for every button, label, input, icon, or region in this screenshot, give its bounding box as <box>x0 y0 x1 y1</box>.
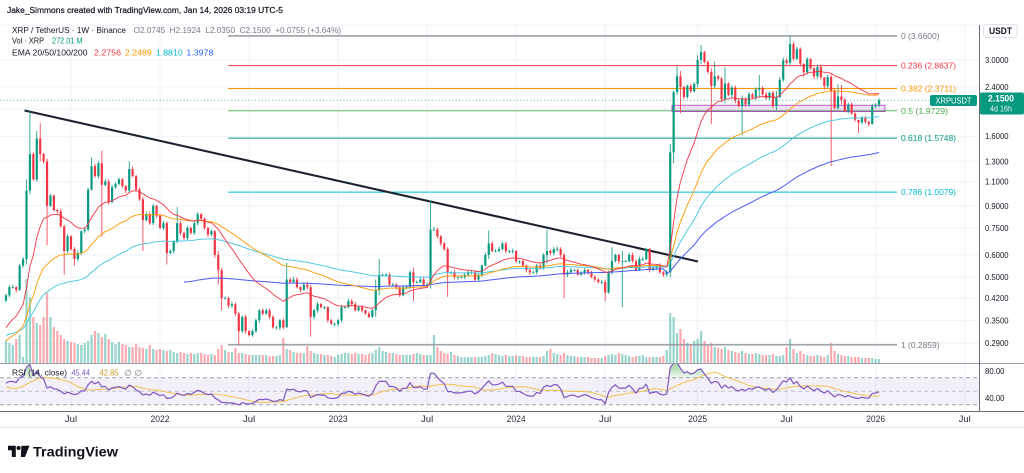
svg-text:TradingView: TradingView <box>33 444 118 460</box>
svg-text:45.44: 45.44 <box>72 369 91 378</box>
svg-text:3.0000: 3.0000 <box>985 55 1009 65</box>
svg-text:272.01 M: 272.01 M <box>52 37 83 46</box>
svg-text:Jul: Jul <box>421 414 433 424</box>
svg-text:USDT: USDT <box>989 26 1012 36</box>
svg-text:0.9000: 0.9000 <box>985 201 1009 211</box>
svg-text:Jul: Jul <box>243 414 255 424</box>
svg-text:2023: 2023 <box>329 414 348 424</box>
svg-text:1.6000: 1.6000 <box>985 131 1009 141</box>
svg-text:0 (3.6600): 0 (3.6600) <box>901 31 940 41</box>
svg-text:1.3000: 1.3000 <box>985 156 1009 166</box>
svg-text:0.4200: 0.4200 <box>985 293 1009 303</box>
svg-text:2022: 2022 <box>151 414 170 424</box>
svg-text:EMA 20/50/100/200: EMA 20/50/100/200 <box>12 48 88 57</box>
svg-text:0.382 (2.3711): 0.382 (2.3711) <box>901 83 956 93</box>
svg-text:1.1000: 1.1000 <box>985 177 1009 187</box>
svg-text:0.6000: 0.6000 <box>985 250 1009 260</box>
svg-text:0.786 (1.0079): 0.786 (1.0079) <box>901 187 956 197</box>
svg-text:2026: 2026 <box>866 414 885 424</box>
svg-text:Jul: Jul <box>781 414 793 424</box>
svg-text:0.5 (1.9729): 0.5 (1.9729) <box>901 106 948 116</box>
svg-text:2025: 2025 <box>688 414 707 424</box>
svg-text:2.2756: 2.2756 <box>94 48 121 57</box>
svg-text:0.2900: 0.2900 <box>985 338 1009 348</box>
svg-text:Jul: Jul <box>599 414 611 424</box>
svg-text:0.7500: 0.7500 <box>985 223 1009 233</box>
svg-text:RSI (14, close): RSI (14, close) <box>12 369 67 378</box>
svg-text:Jul: Jul <box>65 414 77 424</box>
svg-text:0.5000: 0.5000 <box>985 272 1009 282</box>
svg-text:1.8810: 1.8810 <box>156 48 184 57</box>
svg-text:0.618 (1.5748): 0.618 (1.5748) <box>901 133 956 143</box>
svg-text:2.4000: 2.4000 <box>985 82 1009 92</box>
svg-text:2.2489: 2.2489 <box>125 48 152 57</box>
svg-text:Jake_Simmons created with Trad: Jake_Simmons created with TradingView.co… <box>7 5 283 15</box>
svg-text:XRPUSDT: XRPUSDT <box>936 96 972 105</box>
svg-text:40.00: 40.00 <box>985 393 1005 403</box>
svg-text:4d 16h: 4d 16h <box>990 103 1012 113</box>
svg-text:2024: 2024 <box>507 414 526 424</box>
svg-text:0.3500: 0.3500 <box>985 315 1009 325</box>
svg-text:1 (0.2859): 1 (0.2859) <box>901 340 940 350</box>
svg-text:0.236 (2.8637): 0.236 (2.8637) <box>901 61 956 71</box>
svg-text:42.85: 42.85 <box>100 369 120 378</box>
svg-text:Jul: Jul <box>959 414 971 424</box>
svg-text:XRP / TetherUS · 1W · Binance: XRP / TetherUS · 1W · Binance <box>12 26 126 35</box>
svg-text:2.1500: 2.1500 <box>988 93 1014 103</box>
svg-text:1.3978: 1.3978 <box>186 48 213 57</box>
svg-text:Vol · XRP: Vol · XRP <box>12 37 44 46</box>
svg-text:O2.0745 H2.1924 L2.0350 C2.: O2.0745 H2.1924 L2.0350 C2.1500 +0.0755 … <box>134 26 342 35</box>
svg-text:80.00: 80.00 <box>985 366 1005 376</box>
svg-text:∅ ∅: ∅ ∅ <box>124 369 142 378</box>
